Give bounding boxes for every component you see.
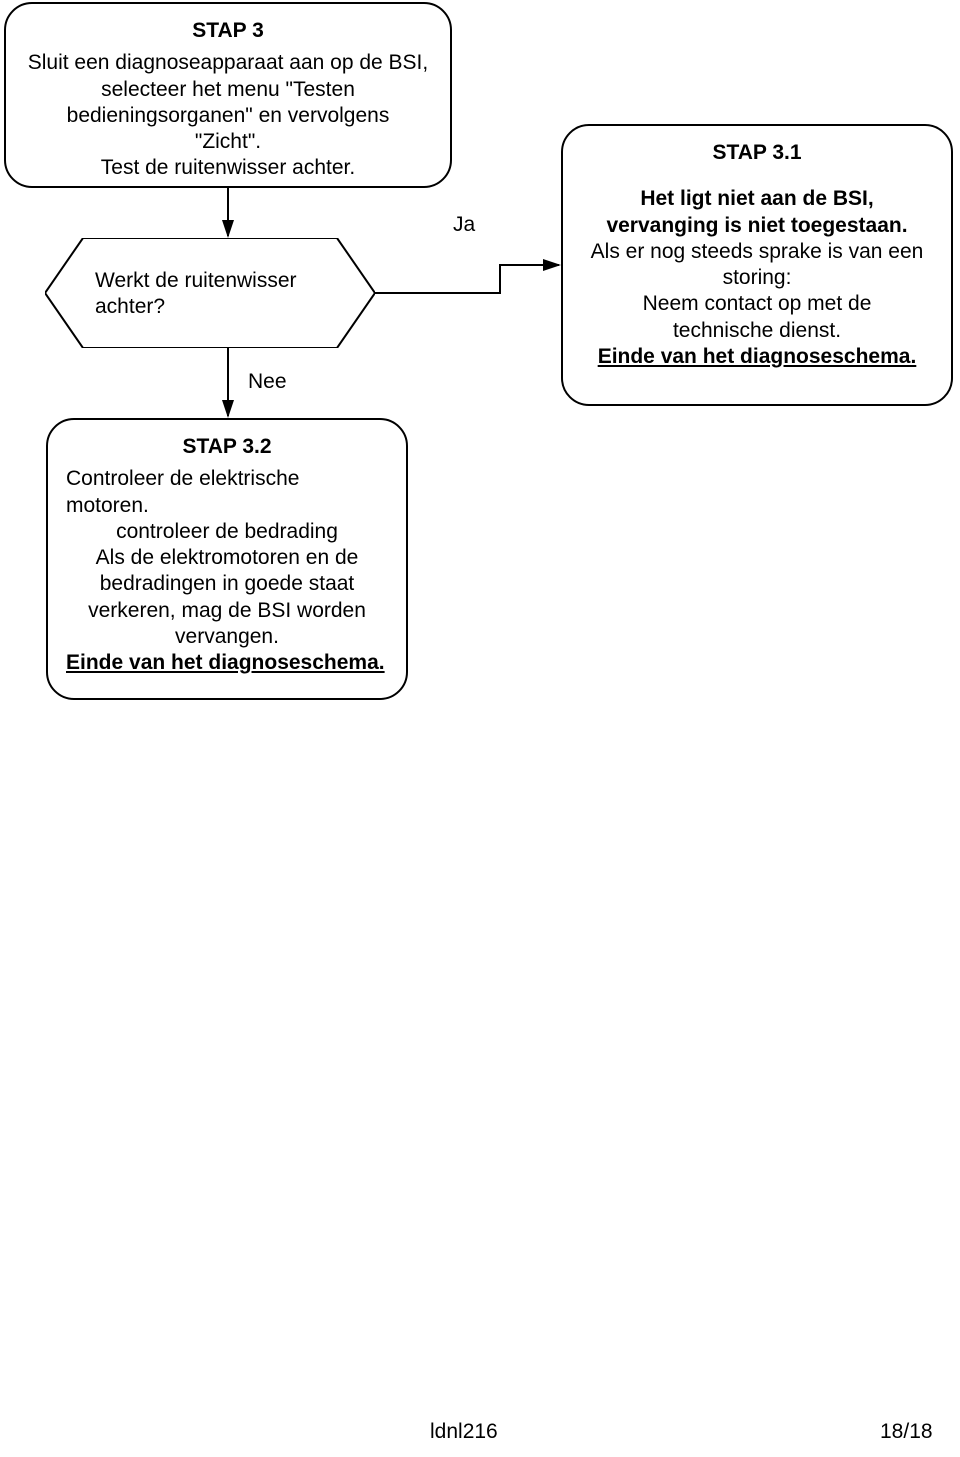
node-stap31-line: Als er nog steeds sprake is van een	[581, 239, 933, 265]
node-stap32: STAP 3.2 Controleer de elektrische motor…	[46, 418, 408, 700]
node-stap32-line: vervangen.	[66, 624, 388, 650]
node-stap31-title: STAP 3.1	[581, 140, 933, 166]
footer-page-number: 18/18	[880, 1420, 933, 1444]
node-stap31-bold-line: vervanging is niet toegestaan.	[581, 213, 933, 239]
node-stap31-bold-line: Het ligt niet aan de BSI,	[581, 186, 933, 212]
node-stap31-line: technische dienst.	[581, 318, 933, 344]
node-stap32-line: controleer de bedrading	[66, 519, 388, 545]
node-stap31: STAP 3.1 Het ligt niet aan de BSI, verva…	[561, 124, 953, 406]
footer-doc-id: ldnl216	[430, 1420, 498, 1444]
node-stap32-line: verkeren, mag de BSI worden	[66, 598, 388, 624]
node-stap32-line: Controleer de elektrische motoren.	[66, 466, 388, 519]
node-stap32-title: STAP 3.2	[66, 434, 388, 460]
node-stap32-end: Einde van het diagnoseschema.	[66, 651, 385, 674]
flowchart-canvas: STAP 3 Sluit een diagnoseapparaat aan op…	[0, 0, 960, 1457]
node-stap31-line: storing:	[581, 265, 933, 291]
node-stap31-end: Einde van het diagnoseschema.	[581, 344, 933, 370]
node-stap32-line: bedradingen in goede staat	[66, 571, 388, 597]
node-stap31-line: Neem contact op met de	[581, 291, 933, 317]
node-stap32-line: Als de elektromotoren en de	[66, 545, 388, 571]
